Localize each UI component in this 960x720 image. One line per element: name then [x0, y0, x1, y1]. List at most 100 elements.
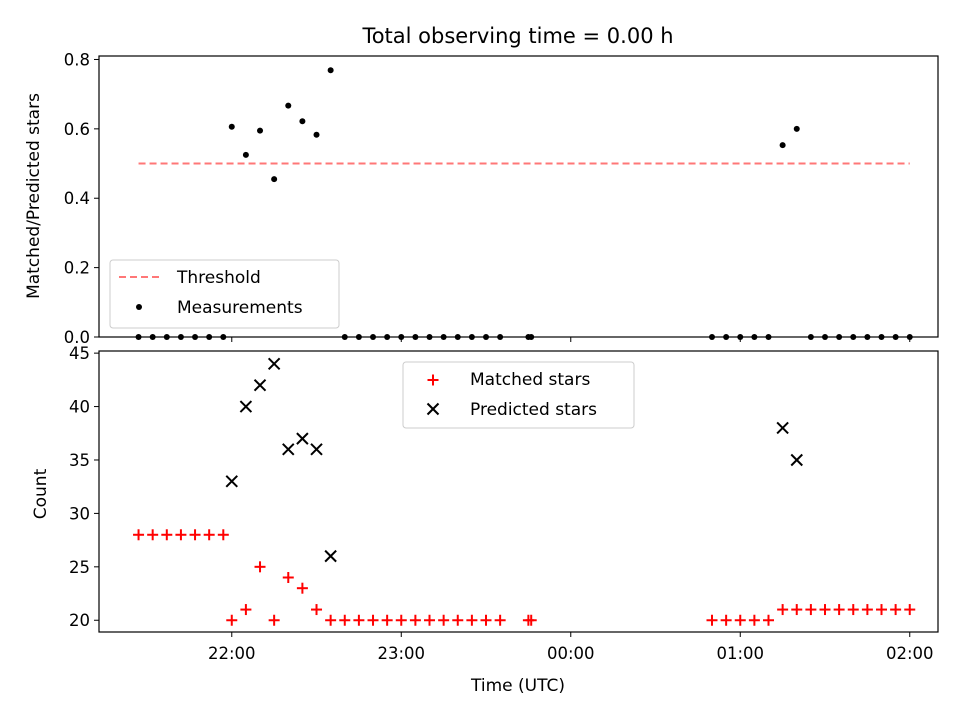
matched-star-point	[763, 614, 775, 626]
ratio-axes-frame	[98, 55, 939, 338]
measurement-point	[285, 102, 292, 109]
matched-star-point	[217, 529, 229, 541]
measurement-point	[793, 125, 800, 132]
matched-star-point	[424, 614, 436, 626]
matched-star-point	[409, 614, 421, 626]
cross-stroke-b	[225, 475, 238, 488]
cross-stroke-b	[239, 400, 253, 413]
measurement-point	[313, 131, 320, 138]
cross-stroke-b	[790, 453, 803, 467]
cross-stroke-b	[324, 549, 337, 563]
legend-measurements-swatch	[136, 304, 142, 310]
cross-stroke-b	[267, 357, 281, 371]
matched-star-point	[254, 561, 266, 573]
matched-star-point	[147, 529, 159, 541]
cross-stroke-b	[282, 443, 295, 456]
ratio-y-tick-label: 0.2	[64, 259, 90, 278]
time-x-axis-label: Time (UTC)	[470, 676, 565, 696]
matched-star-point	[353, 614, 365, 626]
count-legend-box	[402, 361, 635, 429]
count-y-tick-label: 20	[69, 611, 90, 630]
matched-star-point	[367, 614, 379, 626]
legend-predicted-swatch	[426, 402, 440, 416]
legend-threshold-label: Threshold	[176, 268, 261, 288]
ratio-panel: 0.00.20.40.60.8 Matched/Predicted stars …	[24, 50, 939, 347]
matched-star-point	[525, 614, 537, 626]
ratio-y-tick-label: 0.8	[64, 50, 90, 69]
measurement-point	[779, 142, 786, 149]
matched-star-point	[381, 614, 393, 626]
count-x-tick-label: 22:00	[208, 644, 256, 663]
matched-star-point	[819, 604, 831, 616]
matched-star-point	[847, 604, 859, 616]
legend-x-marker	[426, 402, 440, 416]
predicted-star-point	[324, 549, 337, 563]
matched-star-point	[282, 572, 294, 584]
predicted-star-point	[310, 443, 323, 456]
predicted-star-point	[267, 357, 281, 371]
predicted-star-point	[225, 475, 238, 488]
predicted-star-point	[239, 400, 253, 413]
measurement-point	[327, 67, 334, 74]
matched-star-point	[890, 604, 902, 616]
matched-star-point	[133, 529, 145, 541]
matched-star-point	[720, 614, 732, 626]
legend-measurements-label: Measurements	[177, 298, 303, 318]
matched-star-point	[805, 604, 817, 616]
matched-star-point	[904, 604, 916, 616]
count-y-tick-label: 45	[69, 344, 90, 363]
matched-star-point	[339, 614, 351, 626]
predicted-star-point	[776, 421, 789, 435]
ratio-axes: 0.0 0.2 0.4 0.6 0.8	[64, 50, 911, 347]
measurement-point	[299, 118, 306, 125]
count-y-tick-label: 30	[69, 504, 90, 523]
measurement-point	[242, 151, 249, 158]
predicted-star-point	[253, 378, 267, 392]
matched-star-point	[268, 614, 280, 626]
matched-star-point	[296, 582, 308, 594]
cross-stroke-b	[776, 421, 789, 435]
ratio-legend-box	[109, 259, 340, 329]
ratio-y-tick-label: 0.0	[64, 328, 90, 347]
matched-star-point	[734, 614, 746, 626]
measurement-point	[257, 127, 264, 134]
legend-predicted-label: Predicted stars	[470, 400, 597, 420]
matched-star-point	[175, 529, 187, 541]
matched-star-point	[311, 604, 323, 616]
ratio-y-tick-label: 0.6	[64, 120, 90, 139]
count-y-tick-label: 25	[69, 558, 90, 577]
matched-star-point	[395, 614, 407, 626]
matched-star-point	[706, 614, 718, 626]
matched-star-point	[325, 614, 337, 626]
legend-plus-marker	[427, 374, 439, 386]
ratio-y-tick-label: 0.4	[64, 189, 90, 208]
count-axes: 20 25 30 35 40 45 22:00 23:00 00:00 01:00 02:00	[69, 344, 934, 663]
measurement-point	[271, 176, 278, 183]
legend-matched-label: Matched stars	[470, 370, 590, 390]
predicted-star-point	[296, 432, 309, 445]
cross-stroke-b	[253, 378, 267, 392]
matched-star-point	[748, 614, 760, 626]
matched-star-point	[240, 604, 252, 616]
cross-stroke-b	[310, 443, 323, 456]
matched-star-point	[876, 604, 888, 616]
legend-matched-swatch	[427, 374, 439, 386]
count-panel: 20 25 30 35 40 45 22:00 23:00 00:00 01:00 02:00 Co…	[31, 344, 939, 696]
matched-star-point	[861, 604, 873, 616]
matched-star-point	[777, 604, 789, 616]
matched-star-point	[226, 614, 238, 626]
matched-star-point	[791, 604, 803, 616]
count-y-axis-label: Count	[31, 468, 51, 519]
chart-title: Total observing time = 0.00 h	[361, 24, 673, 48]
predicted-star-point	[282, 443, 295, 456]
matched-star-point	[161, 529, 173, 541]
measurement-point	[228, 123, 235, 130]
matched-star-point	[833, 604, 845, 616]
count-axes-frame	[98, 350, 939, 633]
count-y-tick-label: 40	[69, 398, 90, 417]
count-x-tick-label: 00:00	[547, 644, 595, 663]
count-legend: Matched stars Predicted stars	[402, 361, 635, 429]
matched-star-point	[480, 614, 492, 626]
count-y-tick-label: 35	[69, 451, 90, 470]
